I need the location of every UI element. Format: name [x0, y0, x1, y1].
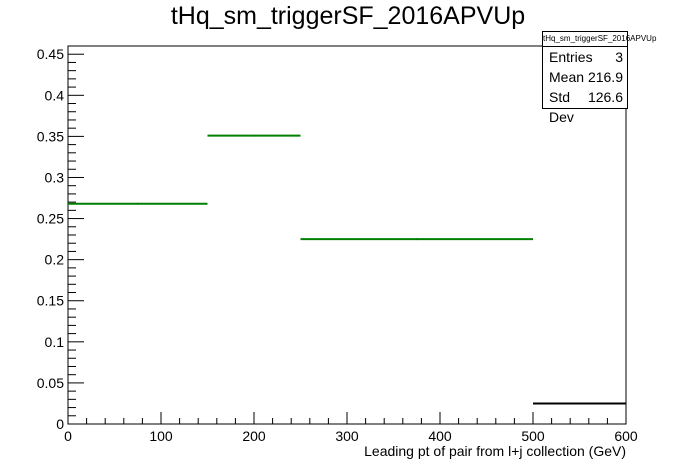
y-tick-label: 0.15: [37, 293, 64, 309]
stats-value: 3: [615, 49, 623, 65]
y-tick-label: 0.25: [37, 211, 64, 227]
y-tick-label: 0: [56, 416, 64, 432]
x-axis-ticks: 0 100 200 300 400 500 600: [64, 412, 638, 444]
y-tick-label: 0.1: [45, 334, 65, 350]
y-tick-label: 0.45: [37, 46, 64, 62]
y-tick-label: 0.35: [37, 128, 64, 144]
stats-label: Mean: [549, 69, 585, 85]
stats-label: Std Dev: [549, 89, 574, 125]
x-tick-label: 500: [521, 428, 545, 444]
x-tick-label: 300: [335, 428, 359, 444]
y-axis-ticks: 0 0.05 0.1 0.15 0.2 0.25 0.3 0.35 0.4 0.45: [37, 45, 84, 432]
stats-box-title: tHq_sm_triggerSF_2016APVUp: [543, 32, 656, 47]
y-tick-label: 0.05: [37, 375, 64, 391]
stats-value: 216.9: [587, 69, 623, 85]
x-tick-label: 100: [149, 428, 173, 444]
x-tick-label: 600: [614, 428, 638, 444]
stats-box: tHq_sm_triggerSF_2016APVUp Entries 3 Mea…: [542, 31, 656, 125]
x-axis-label: Leading pt of pair from l+j collection (…: [364, 443, 626, 459]
x-tick-label: 400: [428, 428, 452, 444]
x-tick-label: 200: [242, 428, 266, 444]
stats-label: Entries: [549, 49, 593, 65]
chart-title: tHq_sm_triggerSF_2016APVUp: [170, 2, 526, 30]
y-tick-label: 0.3: [45, 169, 65, 185]
y-tick-label: 0.4: [45, 87, 65, 103]
stats-row-mean: Mean 216.9: [543, 67, 627, 87]
stats-value: 126.6: [587, 89, 623, 105]
histogram-bins: [68, 134, 626, 405]
stats-row-entries: Entries 3: [543, 47, 627, 67]
y-tick-label: 0.2: [45, 252, 65, 268]
x-tick-label: 0: [64, 428, 72, 444]
stats-row-stddev: Std Dev 126.6: [543, 87, 627, 125]
